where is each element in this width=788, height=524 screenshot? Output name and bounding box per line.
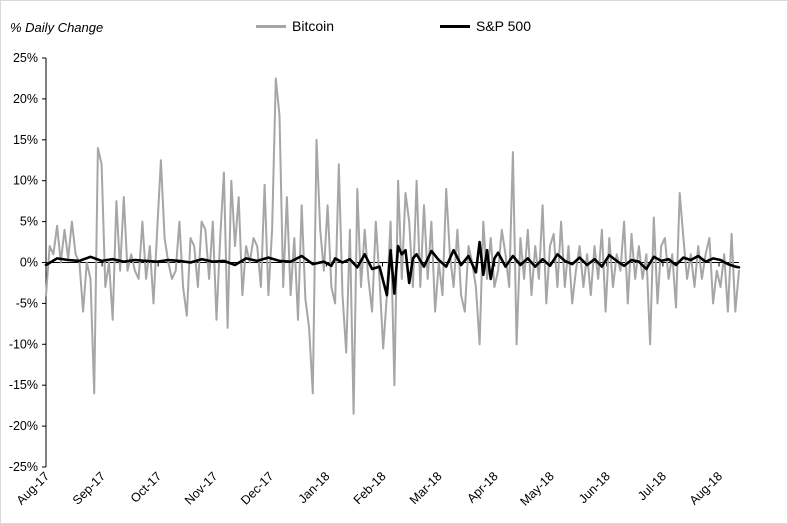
y-tick-label: 25% (13, 51, 38, 65)
legend-label-bitcoin: Bitcoin (292, 18, 335, 34)
x-tick-label: Apr-18 (464, 469, 500, 505)
y-axis-title: % Daily Change (10, 20, 104, 35)
x-tick-label: Feb-18 (351, 469, 389, 507)
x-tick-label: Aug-18 (687, 469, 725, 507)
y-tick-label: 5% (20, 215, 38, 229)
legend-label-sp500: S&P 500 (476, 18, 532, 34)
legend-swatch-bitcoin (256, 24, 286, 28)
y-tick-label: 15% (13, 133, 38, 147)
legend-swatch-sp500 (440, 24, 470, 28)
x-tick-label: Oct-17 (128, 469, 164, 505)
x-tick-label: Nov-17 (182, 469, 220, 507)
series-line-bitcoin (45, 77, 740, 415)
y-tick-label: -20% (9, 419, 38, 433)
x-tick-label: Dec-17 (238, 469, 276, 507)
x-tick-label: Jun-18 (576, 469, 613, 506)
y-tick-label: -10% (9, 337, 38, 351)
x-tick-label: Jul-18 (635, 469, 669, 503)
y-tick-label: -15% (9, 378, 38, 392)
x-tick-label: Mar-18 (407, 469, 445, 507)
legend-item-sp500: S&P 500 (440, 18, 531, 34)
series-line-sp500 (44, 240, 741, 297)
y-tick-label: -25% (9, 460, 38, 474)
y-tick-label: 10% (13, 174, 38, 188)
y-tick-label: 0% (20, 256, 38, 270)
x-tick-label: Jan-18 (296, 469, 333, 506)
legend-item-bitcoin: Bitcoin (256, 18, 334, 34)
y-tick-label: -5% (16, 296, 38, 310)
x-tick-label: May-18 (517, 469, 556, 508)
y-tick-label: 20% (13, 92, 38, 106)
x-tick-label: Sep-17 (70, 469, 108, 507)
x-tick-label: Aug-17 (14, 469, 52, 507)
